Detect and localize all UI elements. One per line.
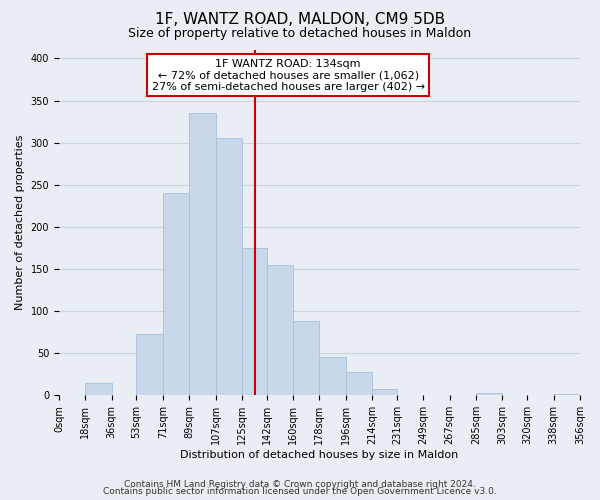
Bar [476, 393, 502, 396]
Bar [554, 394, 580, 396]
Bar [215, 138, 242, 396]
Text: Contains HM Land Registry data © Crown copyright and database right 2024.: Contains HM Land Registry data © Crown c… [124, 480, 476, 489]
Bar [136, 334, 163, 396]
Text: Contains public sector information licensed under the Open Government Licence v3: Contains public sector information licen… [103, 487, 497, 496]
Bar [242, 248, 267, 396]
X-axis label: Distribution of detached houses by size in Maldon: Distribution of detached houses by size … [181, 450, 458, 460]
Bar [189, 113, 215, 396]
Bar [346, 372, 372, 396]
Bar [267, 265, 293, 396]
Text: 1F WANTZ ROAD: 134sqm
← 72% of detached houses are smaller (1,062)
27% of semi-d: 1F WANTZ ROAD: 134sqm ← 72% of detached … [152, 58, 425, 92]
Bar [293, 321, 319, 396]
Text: Size of property relative to detached houses in Maldon: Size of property relative to detached ho… [128, 28, 472, 40]
Bar [319, 358, 346, 396]
Bar [85, 382, 112, 396]
Bar [163, 193, 189, 396]
Bar [372, 390, 397, 396]
Y-axis label: Number of detached properties: Number of detached properties [15, 135, 25, 310]
Text: 1F, WANTZ ROAD, MALDON, CM9 5DB: 1F, WANTZ ROAD, MALDON, CM9 5DB [155, 12, 445, 28]
